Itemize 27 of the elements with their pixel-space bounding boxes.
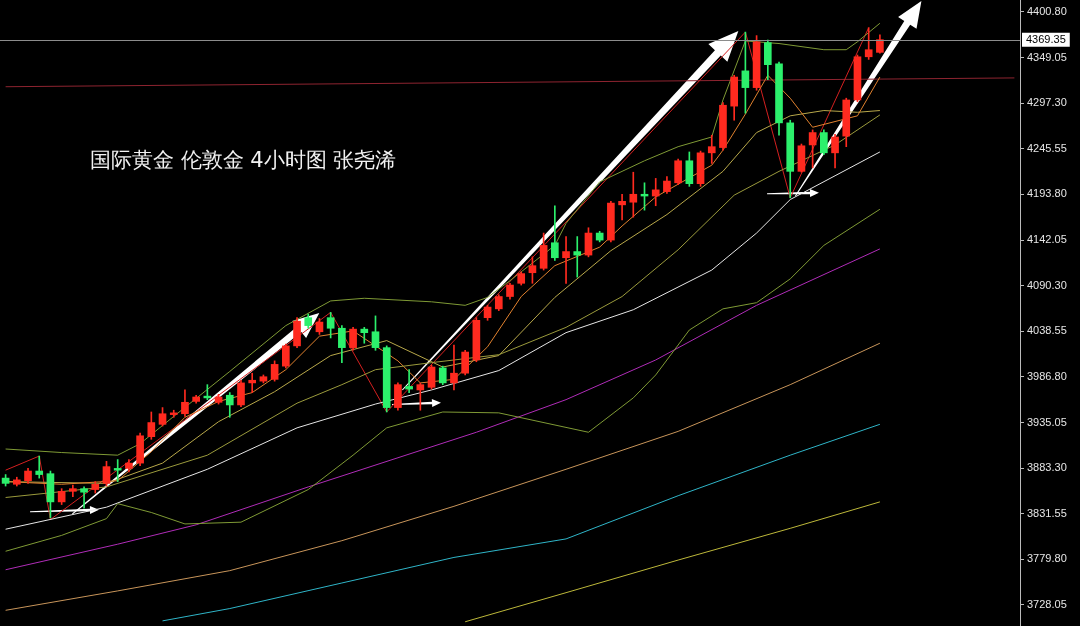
candlestick <box>573 236 582 278</box>
y-tick-label: 4245.55 <box>1027 141 1067 154</box>
ref-line-label: 4369.35 <box>1026 33 1066 46</box>
y-tick-label: 3728.05 <box>1027 598 1067 611</box>
candlestick <box>360 327 369 344</box>
y-tick-label: 4400.80 <box>1027 5 1067 18</box>
candlestick <box>618 193 626 221</box>
y-tick-label: 3986.80 <box>1027 369 1067 382</box>
candlestick <box>707 134 716 164</box>
candlestick <box>248 372 257 393</box>
y-tick-label: 4090.30 <box>1027 278 1067 291</box>
y-tick-label: 4142.05 <box>1027 233 1067 246</box>
candlestick <box>562 236 570 284</box>
y-tick-label: 4349.05 <box>1027 50 1067 63</box>
y-tick-label: 4297.30 <box>1027 96 1067 109</box>
candlestick <box>629 171 638 218</box>
y-tick-label: 3883.30 <box>1027 461 1067 474</box>
y-tick-label: 3831.55 <box>1027 506 1067 519</box>
candlestick <box>651 178 660 207</box>
text: 国际黄金 伦敦金 4小时图 张尧浠 <box>90 148 397 173</box>
y-tick-label: 4193.80 <box>1027 187 1067 200</box>
candlestick <box>405 369 413 393</box>
y-tick-label: 3935.05 <box>1027 415 1067 428</box>
y-tick-label: 4038.55 <box>1027 324 1067 337</box>
candlestick <box>450 344 458 391</box>
candlestick <box>35 455 44 479</box>
y-tick-label: 3779.80 <box>1027 552 1067 565</box>
